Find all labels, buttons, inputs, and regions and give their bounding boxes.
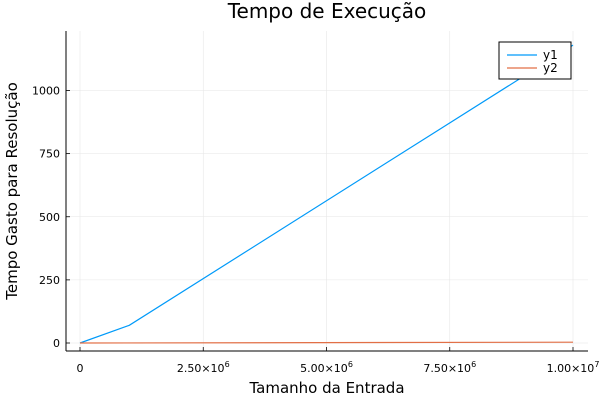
x-tick-label: 5.00×106 [300, 360, 353, 375]
y-tick-label: 750 [39, 148, 60, 161]
x-tick-label: 0 [77, 362, 84, 375]
x-tick-label: 2.50×106 [177, 360, 230, 375]
axes [65, 31, 588, 352]
legend-box [498, 41, 572, 80]
y-ticks: 0 250 500 750 1000 [32, 85, 70, 350]
x-ticks: 0 2.50×106 5.00×106 7.50×106 1.00×107 [77, 347, 600, 375]
legend-label-y2: y2 [543, 61, 558, 75]
y-tick-label: 1000 [32, 85, 60, 98]
series-line-y2 [79, 341, 574, 344]
legend: y1 y2 [498, 41, 572, 80]
y-tick-label: 500 [39, 211, 60, 224]
legend-label-y1: y1 [543, 48, 558, 62]
series-line-y1 [79, 44, 574, 344]
x-axis-label: Tamanho da Entrada [248, 379, 404, 397]
chart-title: Tempo de Execução [227, 0, 427, 23]
y-tick-label: 0 [53, 337, 60, 350]
series-layer [79, 44, 574, 344]
y-axis-label: Tempo Gasto para Resolução [3, 82, 21, 300]
x-tick-label: 1.00×107 [547, 360, 600, 375]
y-tick-label: 250 [39, 274, 60, 287]
x-tick-label: 7.50×106 [423, 360, 476, 375]
